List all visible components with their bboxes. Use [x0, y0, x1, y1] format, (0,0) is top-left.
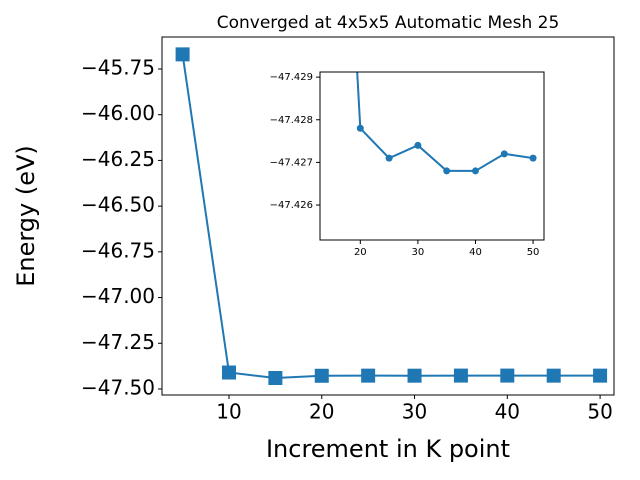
data-line: [356, 72, 534, 172]
plot-content: [356, 72, 537, 175]
data-point: [175, 47, 190, 62]
axes-frame: [161, 36, 615, 396]
plot-content: [175, 47, 608, 385]
y-tick-label: −46.75: [81, 238, 155, 262]
x-tick-label: 30: [412, 247, 425, 258]
x-tick-label: 30: [402, 400, 427, 424]
y-tick-label: −47.50: [81, 375, 155, 399]
y-tick-label: −46.50: [81, 193, 155, 217]
data-point: [471, 167, 479, 175]
y-tick-label: −47.00: [81, 284, 155, 308]
data-point: [314, 368, 329, 383]
data-point: [414, 141, 422, 149]
axes-frame: [319, 71, 545, 241]
x-tick-label: 20: [354, 247, 367, 258]
y-tick-label: −47.427: [270, 157, 313, 168]
x-tick-label: 40: [469, 247, 482, 258]
data-point: [361, 368, 376, 383]
y-tick-label: −47.429: [270, 72, 313, 83]
y-tick-label: −47.25: [81, 330, 155, 354]
data-point: [546, 368, 561, 383]
x-tick-label: 50: [587, 400, 612, 424]
x-axis-label: Increment in K point: [266, 435, 510, 463]
data-point: [593, 368, 608, 383]
data-point: [221, 365, 236, 380]
y-tick-label: −45.75: [81, 55, 155, 79]
data-point: [453, 368, 468, 383]
y-tick-label: −46.00: [81, 101, 155, 125]
data-point: [356, 124, 364, 132]
data-point: [268, 370, 283, 385]
x-tick-label: 20: [309, 400, 334, 424]
x-tick-label: 10: [216, 400, 241, 424]
data-line: [181, 54, 601, 379]
x-tick-label: 50: [527, 247, 540, 258]
data-point: [500, 150, 508, 158]
data-point: [529, 154, 537, 162]
plot-area: [320, 72, 544, 240]
x-tick-label: 40: [495, 400, 520, 424]
y-tick-label: −46.25: [81, 147, 155, 171]
y-tick-label: −47.428: [270, 115, 313, 126]
y-axis-label: Energy (eV): [12, 145, 40, 287]
data-point: [407, 368, 422, 383]
data-point: [500, 368, 515, 383]
data-point: [385, 154, 393, 162]
chart-title: Converged at 4x5x5 Automatic Mesh 25: [217, 13, 560, 33]
y-tick-label: −47.426: [270, 200, 313, 211]
data-point: [443, 167, 451, 175]
